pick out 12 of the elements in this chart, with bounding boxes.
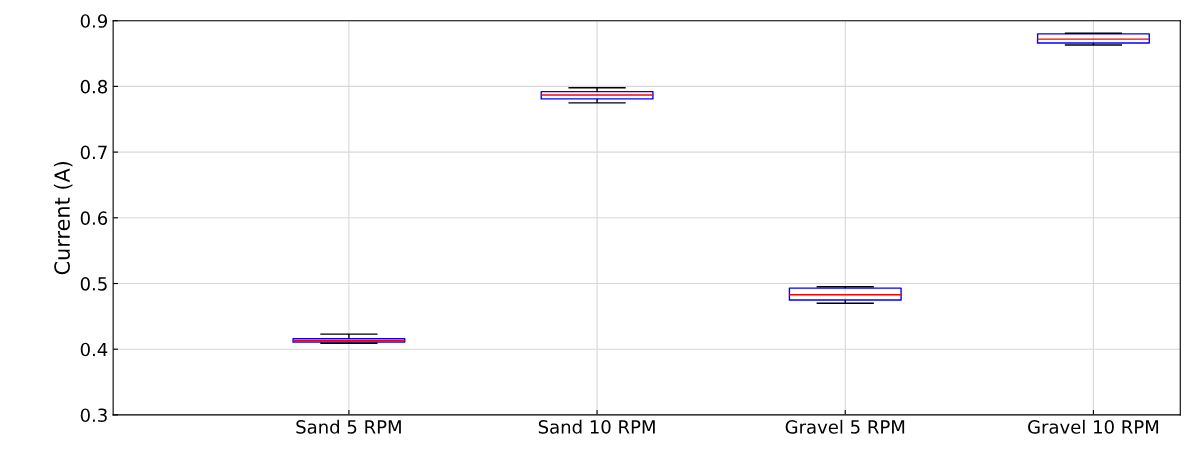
y-tick-label: 0.6: [80, 211, 108, 225]
y-tick-label: 0.3: [80, 408, 107, 423]
x-tick-label: Gravel 5 RPM: [785, 419, 905, 434]
y-axis-title: Current (A): [53, 161, 73, 275]
y-tick-label: 0.7: [80, 145, 107, 160]
x-tick-label: Sand 5 RPM: [296, 419, 401, 434]
y-tick-label: 0.8: [80, 79, 108, 94]
x-tick-label: Sand 10 RPM: [538, 419, 655, 434]
y-tick-label: 0.4: [80, 342, 108, 357]
x-tick-label: Gravel 10 RPM: [1028, 419, 1159, 434]
y-tick-label: 0.5: [80, 276, 107, 291]
y-tick-label: 0.9: [80, 14, 108, 28]
